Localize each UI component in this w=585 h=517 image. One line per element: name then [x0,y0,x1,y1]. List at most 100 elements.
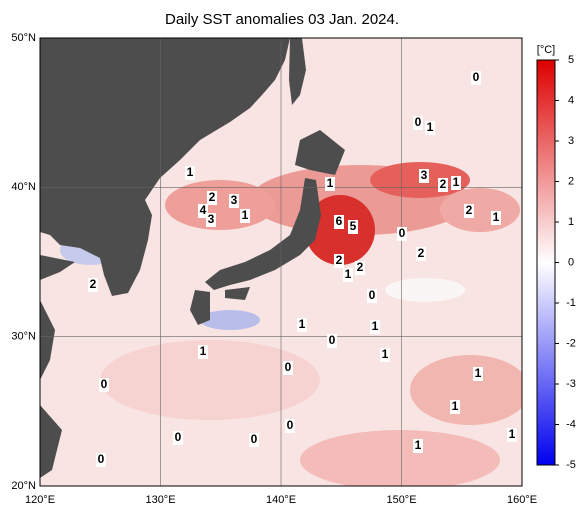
anomaly-patch [200,310,260,330]
contour-label: 5 [350,219,357,233]
lon-tick-label: 160°E [507,494,537,506]
contour-label: 1 [187,165,194,179]
label-box [283,361,293,375]
label-box [343,268,353,282]
label-box [464,204,474,218]
colorbar-tick-label: -3 [566,378,576,390]
colorbar-tick-label: -2 [566,337,576,349]
contour-label: 0 [369,288,376,302]
label-box [88,278,98,292]
contour-label: 0 [287,418,294,432]
label-box [334,215,344,229]
anomaly-patch [100,340,320,420]
label-box [325,177,335,191]
contour-label: 4 [200,203,207,217]
label-box [413,116,423,130]
colorbar-tick-label: 5 [568,54,574,66]
colorbar-tick-label: -1 [566,297,576,309]
label-box [185,166,195,180]
contour-label: 1 [382,347,389,361]
label-box [425,121,435,135]
label-box [99,378,109,392]
label-box [450,400,460,414]
label-box [207,191,217,205]
colorbar-unit: [°C] [537,44,555,56]
contour-label: 1 [475,366,482,380]
label-box [491,211,501,225]
anomaly-patch [385,278,465,302]
contour-label: 1 [427,120,434,134]
contour-label: 1 [372,319,379,333]
contour-label: 2 [466,203,473,217]
lon-tick-label: 120°E [25,494,55,506]
contour-label: 2 [357,260,364,274]
contour-label: 1 [509,427,516,441]
anomaly-patch [440,188,520,232]
label-box [327,334,337,348]
contour-label: 6 [336,214,343,228]
lat-tick-label: 20°N [11,480,36,492]
contour-label: 2 [418,246,425,260]
grid [40,38,522,486]
anomaly-patch [300,430,500,486]
contour-label: 1 [452,399,459,413]
contour-label: 1 [493,210,500,224]
contour-label: 0 [175,430,182,444]
label-box [348,220,358,234]
label-box [397,227,407,241]
contour-label: 0 [101,377,108,391]
lon-tick-label: 150°E [386,494,416,506]
anomaly-patch [305,195,375,265]
contour-label: 1 [299,317,306,331]
label-box [419,169,429,183]
label-box [413,439,423,453]
contour-label: 3 [421,168,428,182]
label-box [507,428,517,442]
contour-label: 0 [473,70,480,84]
land [40,38,345,478]
colorbar-tick-label: -4 [566,418,576,430]
contour-label: 0 [329,333,336,347]
label-box [416,247,426,261]
contour-label: 1 [415,438,422,452]
lon-tick-label: 130°E [145,494,175,506]
contour-label: 1 [453,175,460,189]
colorbar-tick-label: 3 [568,135,574,147]
label-box [451,176,461,190]
lat-tick-label: 50°N [11,32,36,44]
contour-label: 2 [90,277,97,291]
contour-label: 1 [327,176,334,190]
contour-label: 1 [200,344,207,358]
lat-tick-label: 30°N [11,331,36,343]
annotations: 120°E 130°E 140°E 150°E 160°E 50°N 40°N 30°N 20°… [11,32,575,506]
colorbar-tick-label: 1 [568,216,574,228]
label-box [297,318,307,332]
label-box [355,261,365,275]
contour-label: 3 [208,212,215,226]
anomaly-patch [410,355,522,425]
label-box [438,178,448,192]
contour-label: 1 [242,208,249,222]
colorbar [536,59,556,466]
contour-label: 2 [336,253,343,267]
label-box [173,431,183,445]
label-box [96,453,106,467]
label-box [370,320,380,334]
label-box [380,348,390,362]
label-box [198,204,208,218]
map-frame [39,37,523,487]
lat-tick-label: 40°N [11,181,36,193]
label-box [240,209,250,223]
label-box [471,71,481,85]
colorbar-tick-label: 0 [568,256,574,268]
contour-label: 0 [285,360,292,374]
colorbar-tick-label: -5 [566,459,576,471]
contour-label: 0 [251,432,258,446]
contour-label: 0 [98,452,105,466]
title: Daily SST anomalies 03 Jan. 2024. [165,11,399,28]
lon-tick-label: 140°E [266,494,296,506]
label-box [367,289,377,303]
